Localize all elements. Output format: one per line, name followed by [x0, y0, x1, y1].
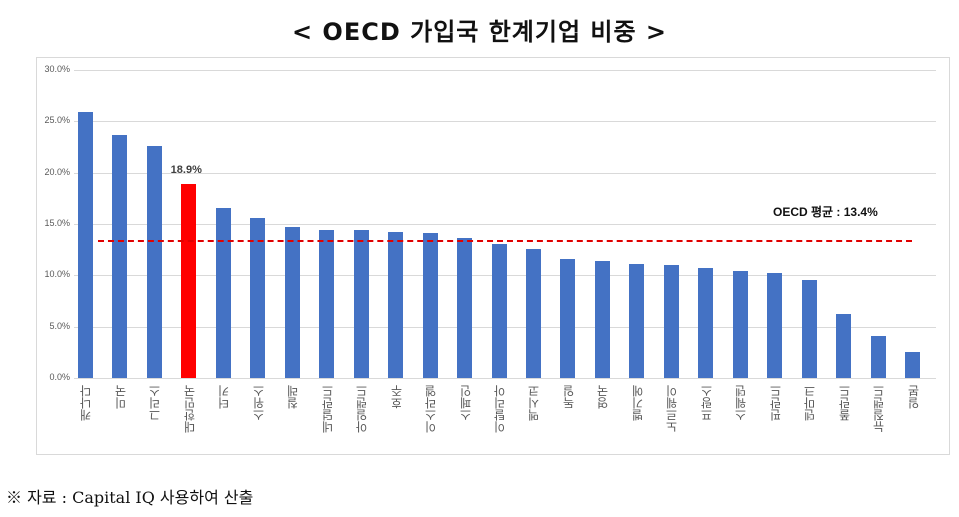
plot-area	[74, 70, 936, 379]
source-note: ※ 자료 : Capital IQ 사용하여 산출	[6, 488, 254, 507]
y-tick-label: 25.0%	[44, 115, 70, 126]
x-tick-label: 독일	[561, 385, 576, 409]
bar-덴마크	[801, 280, 817, 378]
x-tick-label: 폴란드	[837, 385, 852, 421]
bar-이탈리아	[491, 243, 507, 378]
bar-미국	[112, 134, 128, 378]
x-tick-label: 미국	[113, 385, 128, 409]
bar-영국	[594, 260, 610, 378]
bar-대한민국	[181, 183, 197, 378]
x-tick-label: 아일랜드	[355, 385, 370, 433]
bar-노르웨이	[663, 265, 679, 378]
x-tick-label: 스웨덴	[734, 385, 749, 421]
x-tick-label: 스위스	[251, 385, 266, 421]
bar-터키	[215, 207, 231, 378]
y-tick-label: 20.0%	[44, 166, 70, 177]
x-tick-label: 그리스	[148, 385, 163, 421]
gridline	[74, 224, 936, 225]
gridline	[74, 378, 936, 379]
bar-핀란드	[767, 273, 783, 378]
bar-스페인	[457, 238, 473, 378]
bar-캐나다	[77, 112, 93, 378]
bar-그리스	[146, 145, 162, 378]
gridline	[74, 121, 936, 123]
x-tick-label: 덴마크	[803, 385, 818, 421]
x-tick-label: 칠레	[286, 385, 301, 409]
bar-네덜란드	[319, 230, 335, 378]
x-tick-label: 스페인	[458, 385, 473, 421]
x-tick-label: 호주	[389, 385, 404, 409]
bar-뉴질랜드	[870, 335, 886, 378]
bar-벨기에	[629, 264, 645, 378]
bar-스웨덴	[732, 271, 748, 378]
x-tick-label: 뉴질랜드	[872, 385, 887, 433]
bar-아일랜드	[353, 230, 369, 378]
x-tick-label: 대한민국	[182, 385, 197, 433]
bar-프랑스	[698, 268, 714, 378]
bar-이스라엘	[422, 233, 438, 378]
y-tick-label: 10.0%	[44, 269, 70, 280]
x-tick-label: 노르웨이	[665, 385, 680, 433]
oecd-average-label: OECD 평균 : 13.4%	[773, 205, 878, 219]
bar-멕시코	[525, 248, 541, 378]
bar-폴란드	[836, 314, 852, 378]
bar-호주	[388, 232, 404, 378]
y-tick-label: 15.0%	[44, 218, 70, 228]
x-tick-label: 벨기에	[630, 385, 645, 421]
x-tick-label: 멕시코	[527, 385, 542, 421]
y-tick-label: 5.0%	[49, 320, 70, 331]
x-tick-label: 터키	[217, 385, 232, 409]
x-tick-label: 핀란드	[768, 385, 783, 421]
oecd-average-line	[98, 240, 912, 243]
x-tick-label: 이스라엘	[424, 385, 439, 433]
data-label-korea: 18.9%	[170, 163, 202, 176]
x-tick-label: 프랑스	[699, 385, 714, 421]
gridline	[74, 172, 936, 174]
bar-스위스	[250, 217, 266, 378]
x-tick-label: 네덜란드	[320, 385, 335, 433]
gridline	[74, 70, 936, 71]
chart-title: < OECD 가입국 한계기업 비중 >	[291, 18, 668, 46]
bar-일본	[905, 352, 921, 378]
x-tick-label: 캐나다	[79, 385, 94, 421]
y-tick-label: 0.0%	[49, 372, 70, 382]
x-tick-label: 영국	[596, 385, 611, 409]
bar-독일	[560, 258, 576, 378]
y-tick-label: 30.0%	[44, 64, 70, 74]
bar-칠레	[284, 227, 300, 378]
x-tick-label: 일본	[906, 385, 921, 409]
x-tick-label: 이탈리아	[493, 385, 507, 433]
